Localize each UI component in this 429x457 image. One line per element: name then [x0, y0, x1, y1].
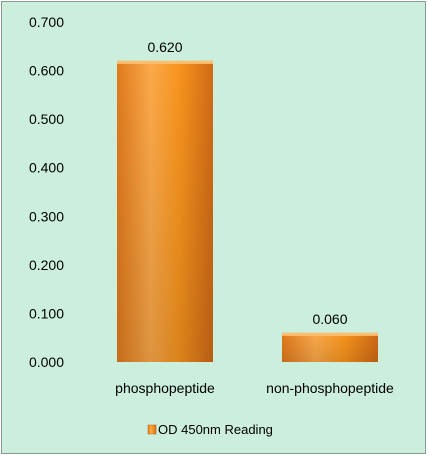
data-label: 0.060	[312, 311, 347, 327]
y-tick-label: 0.000	[29, 354, 64, 370]
bar-top-edge	[117, 60, 213, 64]
legend-swatch	[147, 424, 157, 435]
y-tick-label: 0.500	[29, 111, 64, 127]
bar-top-edge	[282, 332, 378, 336]
legend-label: OD 450nm Reading	[158, 422, 273, 437]
x-axis-labels: phosphopeptide non-phosphopeptide	[115, 380, 394, 396]
y-tick-label: 0.700	[29, 14, 64, 30]
y-axis: 0.000 0.100 0.200 0.300 0.400 0.500 0.600 0.700	[29, 14, 64, 370]
bar-shade	[117, 60, 213, 362]
y-tick-label: 0.400	[29, 160, 64, 176]
y-tick-label: 0.200	[29, 257, 64, 273]
x-tick-label: non-phosphopeptide	[266, 380, 394, 396]
data-label: 0.620	[147, 39, 182, 55]
y-tick-label: 0.300	[29, 208, 64, 224]
y-tick-label: 0.600	[29, 63, 64, 79]
y-tick-label: 0.100	[29, 305, 64, 321]
legend: OD 450nm Reading	[147, 422, 273, 437]
bar-shade	[282, 332, 378, 362]
bars: 0.620 0.060	[117, 39, 378, 362]
x-tick-label: phosphopeptide	[115, 380, 215, 396]
